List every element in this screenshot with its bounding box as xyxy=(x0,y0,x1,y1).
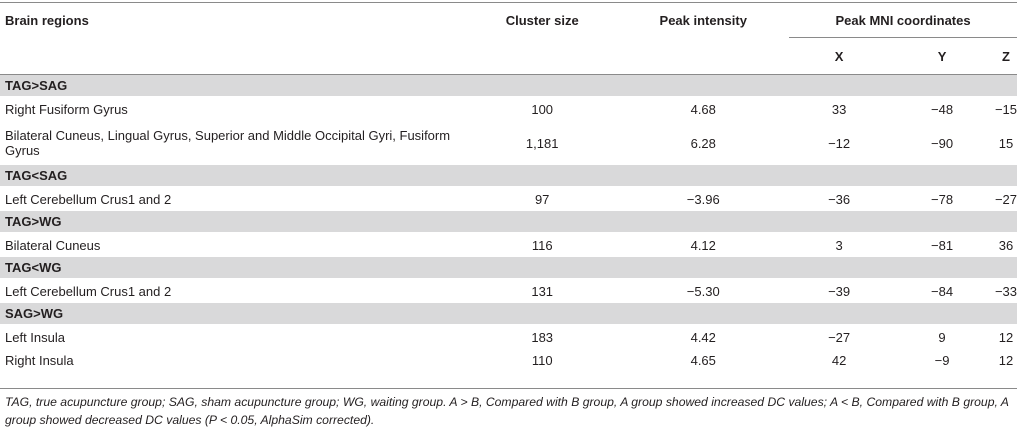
cell-peak: 4.68 xyxy=(690,102,716,117)
section-header: TAG>WG xyxy=(0,211,1017,234)
cell-z: 12 xyxy=(998,330,1014,345)
cell-peak: −3.96 xyxy=(686,192,720,207)
table-row: Left Cerebellum Crus1 and 2 131 −5.30 −3… xyxy=(0,279,1017,303)
cell-y: −84 xyxy=(931,284,954,299)
table-row: Right Insula 110 4.65 42 −9 12 xyxy=(0,349,1017,372)
cell-x: −12 xyxy=(828,135,851,151)
cell-cluster: 97 xyxy=(534,192,550,207)
cell-cluster: 183 xyxy=(531,330,554,345)
section-header: TAG>SAG xyxy=(0,74,1017,98)
cell-x: 3 xyxy=(835,238,843,253)
cell-cluster: 116 xyxy=(531,238,553,253)
cell-y: 9 xyxy=(938,330,946,345)
cell-peak: 6.28 xyxy=(690,135,716,151)
cell-cluster: 131 xyxy=(531,284,554,299)
cell-z: −33 xyxy=(994,284,1017,299)
table-row: Right Fusiform Gyrus 100 4.68 33 −48 −15 xyxy=(0,97,1017,121)
cell-x: 33 xyxy=(831,102,847,117)
header-blank-cluster xyxy=(467,37,618,75)
header-y: Y xyxy=(889,37,995,75)
cell-peak: 4.42 xyxy=(690,330,716,345)
cell-x: −39 xyxy=(828,284,851,299)
cell-peak: −5.30 xyxy=(686,284,720,299)
header-brain-regions: Brain regions xyxy=(5,12,89,28)
cell-z: −15 xyxy=(994,102,1017,117)
header-cluster-size: Cluster size xyxy=(505,12,579,28)
cell-peak: 4.12 xyxy=(690,238,716,253)
cell-z: −27 xyxy=(994,192,1017,207)
section-header: TAG<SAG xyxy=(0,165,1017,188)
cell-x: −27 xyxy=(828,330,851,345)
table-row: Left Cerebellum Crus1 and 2 97 −3.96 −36… xyxy=(0,187,1017,211)
cell-x: −36 xyxy=(828,192,851,207)
cell-region: Right Fusiform Gyrus xyxy=(5,102,128,117)
cell-region: Left Insula xyxy=(5,330,65,345)
cell-z: 15 xyxy=(998,135,1014,151)
cell-region: Left Cerebellum Crus1 and 2 xyxy=(5,192,172,207)
cell-cluster: 1,181 xyxy=(525,135,559,151)
cell-y: −90 xyxy=(931,135,954,151)
header-peak-intensity: Peak intensity xyxy=(659,12,747,28)
table-row: Bilateral Cuneus 116 4.12 3 −81 36 xyxy=(0,233,1017,257)
cell-cluster: 100 xyxy=(531,102,554,117)
cell-y: −78 xyxy=(931,192,954,207)
header-row-1: Brain regions Cluster size Peak intensit… xyxy=(0,2,1017,38)
section-label: SAG>WG xyxy=(0,303,1017,326)
cell-z: 36 xyxy=(998,238,1014,253)
cell-peak: 4.65 xyxy=(690,353,716,368)
table-footnote: TAG, true acupuncture group; SAG, sham a… xyxy=(5,395,1009,427)
cell-region: Bilateral Cuneus xyxy=(5,238,101,253)
cell-region: Left Cerebellum Crus1 and 2 xyxy=(5,284,172,299)
header-peak-mni: Peak MNI coordinates xyxy=(789,2,1017,38)
header-x: X xyxy=(789,37,890,75)
cell-z: 12 xyxy=(998,353,1014,368)
table-row: Bilateral Cuneus, Lingual Gyrus, Superio… xyxy=(0,121,1017,165)
cell-region: Bilateral Cuneus, Lingual Gyrus, Superio… xyxy=(5,128,451,158)
cell-cluster: 110 xyxy=(531,353,553,368)
section-label: TAG<WG xyxy=(0,257,1017,280)
results-table: Brain regions Cluster size Peak intensit… xyxy=(0,2,1017,372)
section-header: TAG<WG xyxy=(0,257,1017,280)
cell-region: Right Insula xyxy=(5,353,74,368)
cell-y: −9 xyxy=(934,353,950,368)
header-z: Z xyxy=(994,37,1017,75)
header-blank-region xyxy=(0,37,467,75)
section-label: TAG<SAG xyxy=(0,165,1017,188)
header-row-2: X Y Z xyxy=(0,37,1017,75)
cell-x: 42 xyxy=(831,353,847,368)
section-header: SAG>WG xyxy=(0,303,1017,326)
header-blank-peak xyxy=(617,37,790,75)
cell-y: −81 xyxy=(931,238,954,253)
section-label: TAG>WG xyxy=(0,211,1017,234)
cell-y: −48 xyxy=(931,102,954,117)
table-row: Left Insula 183 4.42 −27 9 12 xyxy=(0,325,1017,349)
section-label: TAG>SAG xyxy=(0,74,1017,98)
table-bottom-rule xyxy=(0,388,1017,389)
